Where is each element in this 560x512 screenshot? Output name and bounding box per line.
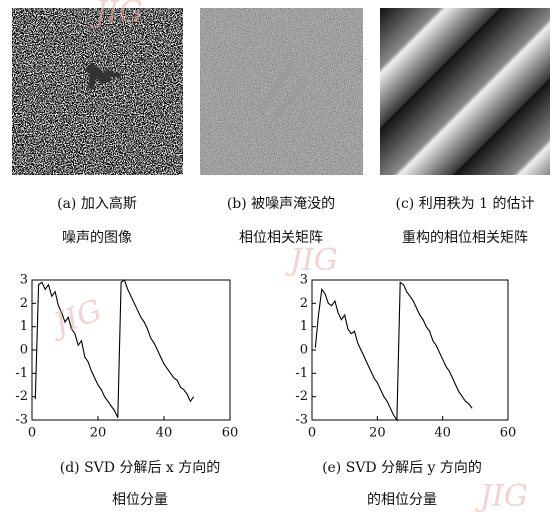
y-tick-label: 1 — [300, 319, 308, 334]
y-tick-label: -3 — [295, 413, 308, 428]
watermark: JIG — [284, 243, 338, 278]
figure-caption: 相位相关矩阵 — [239, 230, 323, 246]
figure-caption: 重构的相位相关矩阵 — [402, 230, 528, 246]
y-tick-label: -3 — [15, 413, 28, 428]
chart-caption: 的相位分量 — [367, 492, 437, 508]
watermark: JIG — [89, 0, 143, 30]
image-b — [200, 8, 363, 175]
chart-caption: 相位分量 — [112, 492, 168, 508]
y-tick-label: 0 — [20, 343, 28, 358]
x-tick-label: 40 — [156, 426, 173, 441]
x-tick-label: 60 — [222, 426, 239, 441]
image-c — [380, 8, 550, 175]
watermark: JIG — [44, 293, 107, 344]
y-tick-label: 1 — [20, 319, 28, 334]
watermark: JIG — [474, 479, 528, 512]
figure-caption: 噪声的图像 — [62, 230, 132, 246]
chart-caption: (d) SVD 分解后 x 方向的 — [60, 460, 221, 476]
y-tick-label: 3 — [300, 273, 308, 288]
x-tick-label: 0 — [28, 426, 36, 441]
figure-caption: (c) 利用秩为 1 的估计 — [395, 196, 534, 212]
data-line — [34, 279, 195, 418]
y-tick-label: 3 — [20, 273, 28, 288]
figure-caption: (b) 被噪声淹没的 — [227, 196, 335, 212]
data-line — [314, 281, 473, 422]
y-tick-label: -2 — [15, 389, 28, 404]
x-tick-label: 0 — [308, 426, 316, 441]
y-tick-label: -1 — [295, 366, 308, 381]
image-a — [12, 8, 183, 175]
chart-caption: (e) SVD 分解后 y 方向的 — [322, 460, 482, 476]
y-tick-label: -2 — [295, 389, 308, 404]
y-tick-label: 2 — [300, 296, 308, 311]
x-tick-label: 20 — [90, 426, 107, 441]
plot-frame — [311, 279, 509, 421]
plot-frame — [31, 279, 231, 421]
x-tick-label: 60 — [500, 426, 517, 441]
figure-caption: (a) 加入高斯 — [57, 195, 137, 212]
y-tick-label: -1 — [15, 366, 28, 381]
y-tick-label: 2 — [20, 296, 28, 311]
x-tick-label: 20 — [369, 426, 386, 441]
y-tick-label: 0 — [300, 343, 308, 358]
x-tick-label: 40 — [434, 426, 451, 441]
